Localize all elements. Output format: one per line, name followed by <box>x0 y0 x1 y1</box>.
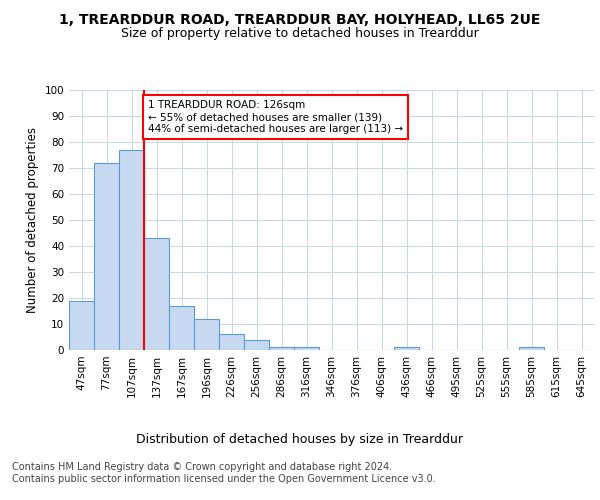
Text: Contains HM Land Registry data © Crown copyright and database right 2024.
Contai: Contains HM Land Registry data © Crown c… <box>12 462 436 484</box>
Bar <box>69 300 94 350</box>
Bar <box>519 348 544 350</box>
Text: 1, TREARDDUR ROAD, TREARDDUR BAY, HOLYHEAD, LL65 2UE: 1, TREARDDUR ROAD, TREARDDUR BAY, HOLYHE… <box>59 12 541 26</box>
Bar <box>119 150 144 350</box>
Bar <box>194 319 219 350</box>
Bar <box>294 348 319 350</box>
Bar <box>269 348 294 350</box>
Text: 1 TREARDDUR ROAD: 126sqm
← 55% of detached houses are smaller (139)
44% of semi-: 1 TREARDDUR ROAD: 126sqm ← 55% of detach… <box>148 100 403 134</box>
Bar <box>94 163 119 350</box>
Bar <box>244 340 269 350</box>
Bar <box>219 334 244 350</box>
Bar <box>394 348 419 350</box>
Text: Distribution of detached houses by size in Trearddur: Distribution of detached houses by size … <box>137 432 464 446</box>
Text: Size of property relative to detached houses in Trearddur: Size of property relative to detached ho… <box>121 28 479 40</box>
Bar <box>144 238 169 350</box>
Y-axis label: Number of detached properties: Number of detached properties <box>26 127 39 313</box>
Bar <box>169 306 194 350</box>
